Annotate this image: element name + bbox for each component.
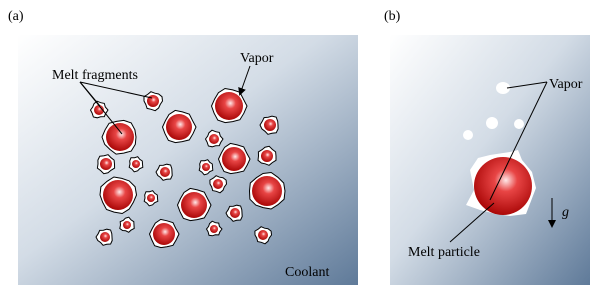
vapor-label: Vapor <box>240 51 274 66</box>
melt-particle-label: Melt particle <box>408 245 480 260</box>
melt-fragment <box>213 179 223 189</box>
panel-label: (a) <box>8 9 24 24</box>
melt-particle <box>474 157 532 215</box>
vapor-label: Vapor <box>549 77 583 92</box>
melt-fragments-label: Melt fragments <box>52 68 138 83</box>
melt-fragment <box>160 167 170 177</box>
melt-fragment <box>230 208 240 218</box>
panel-label: (b) <box>384 9 401 24</box>
melt-fragment <box>261 150 273 162</box>
melt-fragment <box>181 192 207 218</box>
melt-fragment <box>215 92 243 120</box>
melt-fragment <box>153 223 175 245</box>
coolant-label: Coolant <box>285 265 329 280</box>
melt-fragment <box>209 134 219 144</box>
gravity-label: g <box>562 205 569 220</box>
melt-fragment <box>222 147 246 171</box>
melt-fragment <box>147 194 155 202</box>
melt-fragment <box>252 176 282 206</box>
melt-fragment <box>106 123 134 151</box>
melt-fragment <box>166 114 192 140</box>
melt-fragment <box>103 180 133 210</box>
melt-fragment <box>258 230 268 240</box>
melt-fragment <box>123 221 131 229</box>
melt-fragment <box>210 225 218 233</box>
melt-fragment <box>100 232 110 242</box>
melt-fragment <box>100 158 112 170</box>
melt-fragment <box>132 160 140 168</box>
diagram: (a) Melt fragments Vapor Coolant (b) Vap… <box>0 0 597 288</box>
melt-fragment <box>264 119 276 131</box>
melt-fragment <box>202 163 210 171</box>
